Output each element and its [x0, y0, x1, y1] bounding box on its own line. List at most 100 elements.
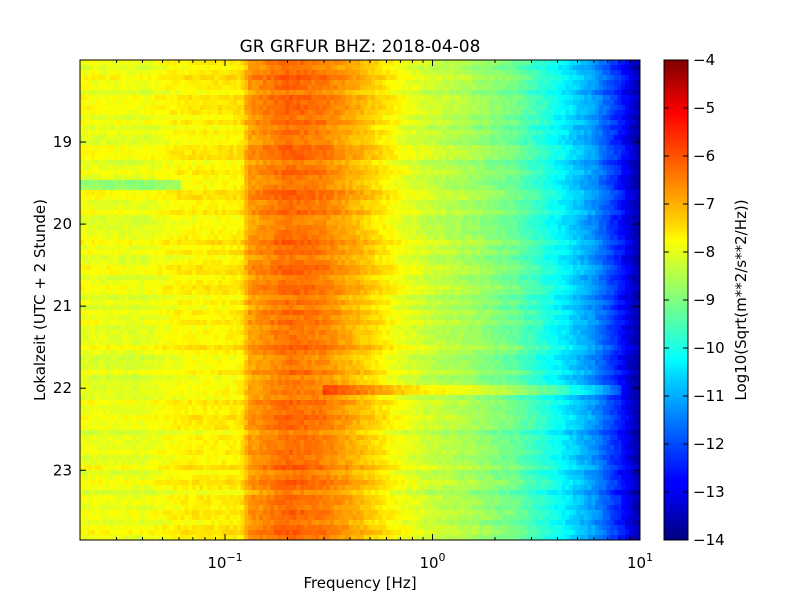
heatmap-cell: [165, 195, 171, 201]
heatmap-cell: [94, 125, 100, 131]
heatmap-cell: [498, 140, 503, 146]
heatmap-cell: [206, 165, 212, 171]
heatmap-cell: [539, 150, 544, 156]
heatmap-cell: [259, 210, 264, 216]
heatmap-cell: [330, 185, 335, 191]
heatmap-cell: [572, 115, 578, 121]
heatmap-cell: [318, 120, 324, 126]
heatmap-cell: [513, 85, 518, 91]
heatmap-cell: [169, 75, 174, 81]
heatmap-cell: [180, 115, 186, 121]
heatmap-cell: [598, 170, 604, 176]
heatmap-cell: [143, 115, 148, 121]
heatmap-cell: [214, 135, 219, 141]
heatmap-cell: [248, 65, 253, 71]
heatmap-cell: [595, 95, 600, 101]
heatmap-cell: [236, 175, 242, 181]
heatmap-cell: [162, 105, 167, 111]
heatmap-cell: [128, 205, 133, 211]
heatmap-cell: [109, 115, 115, 121]
heatmap-cell: [479, 215, 484, 221]
heatmap-cell: [188, 220, 193, 226]
heatmap-cell: [304, 150, 309, 156]
heatmap-cell: [326, 165, 331, 171]
heatmap-cell: [595, 125, 600, 131]
heatmap-cell: [326, 60, 331, 66]
heatmap-cell: [505, 190, 510, 196]
heatmap-cell: [591, 195, 596, 201]
heatmap-cell: [528, 150, 533, 156]
heatmap-cell: [539, 145, 544, 151]
heatmap-cell: [292, 160, 298, 166]
heatmap-cell: [251, 95, 257, 101]
heatmap-cell: [606, 90, 611, 96]
heatmap-cell: [513, 140, 518, 146]
heatmap-cell: [419, 115, 425, 121]
heatmap-cell: [442, 215, 447, 221]
heatmap-cell: [83, 60, 89, 66]
heatmap-cell: [557, 215, 563, 221]
heatmap-cell: [374, 105, 380, 111]
heatmap-cell: [595, 210, 600, 216]
heatmap-cell: [363, 150, 369, 156]
heatmap-cell: [221, 185, 227, 191]
heatmap-cell: [248, 160, 253, 166]
heatmap-cell: [595, 135, 600, 141]
heatmap-cell: [621, 145, 626, 151]
heatmap-cell: [337, 120, 342, 126]
heatmap-cell: [128, 215, 133, 221]
heatmap-cell: [479, 195, 484, 201]
heatmap-cell: [632, 180, 637, 186]
heatmap-cell: [91, 115, 96, 121]
heatmap-cell: [318, 130, 324, 136]
heatmap-cell: [180, 140, 186, 146]
heatmap-cell: [139, 115, 145, 121]
heatmap-cell: [636, 75, 640, 81]
heatmap-cell: [80, 215, 85, 221]
heatmap-cell: [154, 95, 159, 101]
heatmap-cell: [109, 190, 115, 196]
heatmap-cell: [322, 140, 327, 146]
heatmap-cell: [285, 85, 290, 91]
heatmap-cell: [460, 155, 466, 161]
heatmap-cell: [382, 185, 387, 191]
heatmap-cell: [378, 155, 383, 161]
heatmap-cell: [348, 185, 354, 191]
heatmap-cell: [498, 120, 503, 126]
heatmap-cell: [270, 130, 275, 136]
heatmap-cell: [333, 90, 339, 96]
heatmap-cell: [632, 100, 637, 106]
heatmap-cell: [449, 130, 454, 136]
heatmap-cell: [136, 200, 141, 206]
heatmap-cell: [524, 175, 529, 181]
heatmap-cell: [304, 145, 309, 151]
heatmap-cell: [121, 130, 126, 136]
heatmap-cell: [352, 105, 357, 111]
heatmap-cell: [401, 90, 406, 96]
heatmap-cell: [479, 80, 484, 86]
heatmap-cell: [289, 100, 294, 106]
heatmap-cell: [584, 110, 589, 116]
heatmap-cell: [218, 200, 223, 206]
heatmap-cell: [87, 200, 92, 206]
heatmap-cell: [341, 140, 346, 146]
heatmap-cell: [132, 65, 137, 71]
heatmap-cell: [490, 170, 495, 176]
heatmap-cell: [315, 170, 320, 176]
heatmap-cell: [498, 220, 503, 226]
heatmap-cell: [610, 180, 615, 186]
heatmap-cell: [251, 75, 257, 81]
heatmap-cell: [318, 95, 324, 101]
heatmap-cell: [281, 205, 286, 211]
heatmap-cell: [591, 120, 596, 126]
heatmap-cell: [337, 85, 342, 91]
heatmap-cell: [453, 140, 458, 146]
heatmap-cell: [292, 110, 298, 116]
heatmap-cell: [139, 110, 145, 116]
heatmap-cell: [625, 215, 630, 221]
heatmap-cell: [430, 190, 436, 196]
heatmap-cell: [255, 105, 260, 111]
heatmap-cell: [285, 80, 290, 86]
heatmap-cell: [479, 135, 484, 141]
heatmap-cell: [460, 110, 466, 116]
